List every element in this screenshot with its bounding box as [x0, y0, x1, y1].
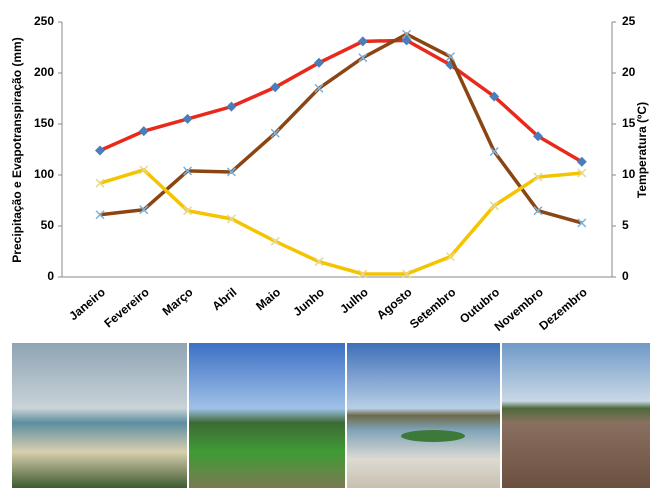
x-tick-label: Dezembro [536, 285, 589, 333]
x-tick-label: Junho [290, 285, 327, 319]
marker [445, 52, 455, 62]
photo-soil [502, 343, 650, 488]
marker [183, 206, 193, 216]
marker [533, 172, 543, 182]
marker [358, 269, 368, 279]
series-line [99, 38, 583, 164]
y2-tick-label: 20 [622, 65, 636, 79]
y-tick-label: 200 [34, 65, 54, 79]
y2-tick-label: 5 [622, 218, 629, 232]
marker [402, 29, 412, 39]
marker [226, 214, 236, 224]
photos [12, 343, 650, 488]
series-line [99, 167, 582, 276]
marker [533, 206, 543, 216]
x-tick-label: Março [159, 285, 195, 318]
marker [358, 53, 368, 63]
marker [401, 35, 412, 46]
y2-tick-label: 10 [622, 167, 636, 181]
photo-boat [347, 343, 500, 488]
marker [183, 166, 193, 176]
marker [95, 210, 105, 220]
y-tick-label: 250 [34, 14, 54, 28]
y-axis-title: Precipitação e Evapotranspiração (mm) [10, 37, 24, 262]
marker [576, 156, 587, 167]
x-tick-label: Fevereiro [101, 285, 151, 330]
marker [402, 269, 412, 279]
marker [577, 218, 587, 228]
marker [314, 83, 324, 93]
x-tick-label: Abril [209, 285, 239, 313]
boat [401, 430, 465, 442]
x-tick-label: Novembro [492, 285, 546, 334]
marker [314, 57, 324, 68]
marker [270, 128, 280, 138]
y2-tick-label: 15 [622, 116, 636, 130]
marker [226, 167, 236, 177]
y-tick-label: 150 [34, 116, 54, 130]
marker [577, 168, 587, 178]
x-tick-label: Janeiro [66, 285, 108, 323]
photo-lagoon [12, 343, 187, 488]
y-tick-label: 50 [41, 218, 55, 232]
marker [489, 91, 500, 102]
marker [270, 236, 280, 246]
y2-axis-title: Temperatura (ºC) [635, 102, 649, 198]
marker [357, 36, 368, 47]
marker [95, 145, 105, 156]
marker [533, 131, 543, 142]
y2-tick-label: 25 [622, 14, 636, 28]
marker [138, 126, 149, 137]
marker [95, 178, 105, 188]
marker [139, 205, 149, 215]
marker [182, 113, 193, 124]
y2-tick-label: 0 [622, 269, 629, 283]
x-tick-label: Agosto [374, 285, 415, 322]
marker [226, 101, 237, 112]
x-tick-label: Setembro [407, 285, 458, 331]
x-tick-label: Maio [253, 285, 283, 313]
marker [489, 201, 499, 211]
photo-field [189, 343, 345, 488]
marker [270, 82, 281, 93]
marker [139, 165, 149, 175]
x-tick-label: Julho [337, 285, 371, 316]
y-tick-label: 0 [47, 269, 54, 283]
marker [489, 147, 499, 157]
marker [314, 257, 324, 267]
y-tick-label: 100 [34, 167, 54, 181]
marker [445, 252, 455, 262]
series-line [99, 32, 583, 225]
